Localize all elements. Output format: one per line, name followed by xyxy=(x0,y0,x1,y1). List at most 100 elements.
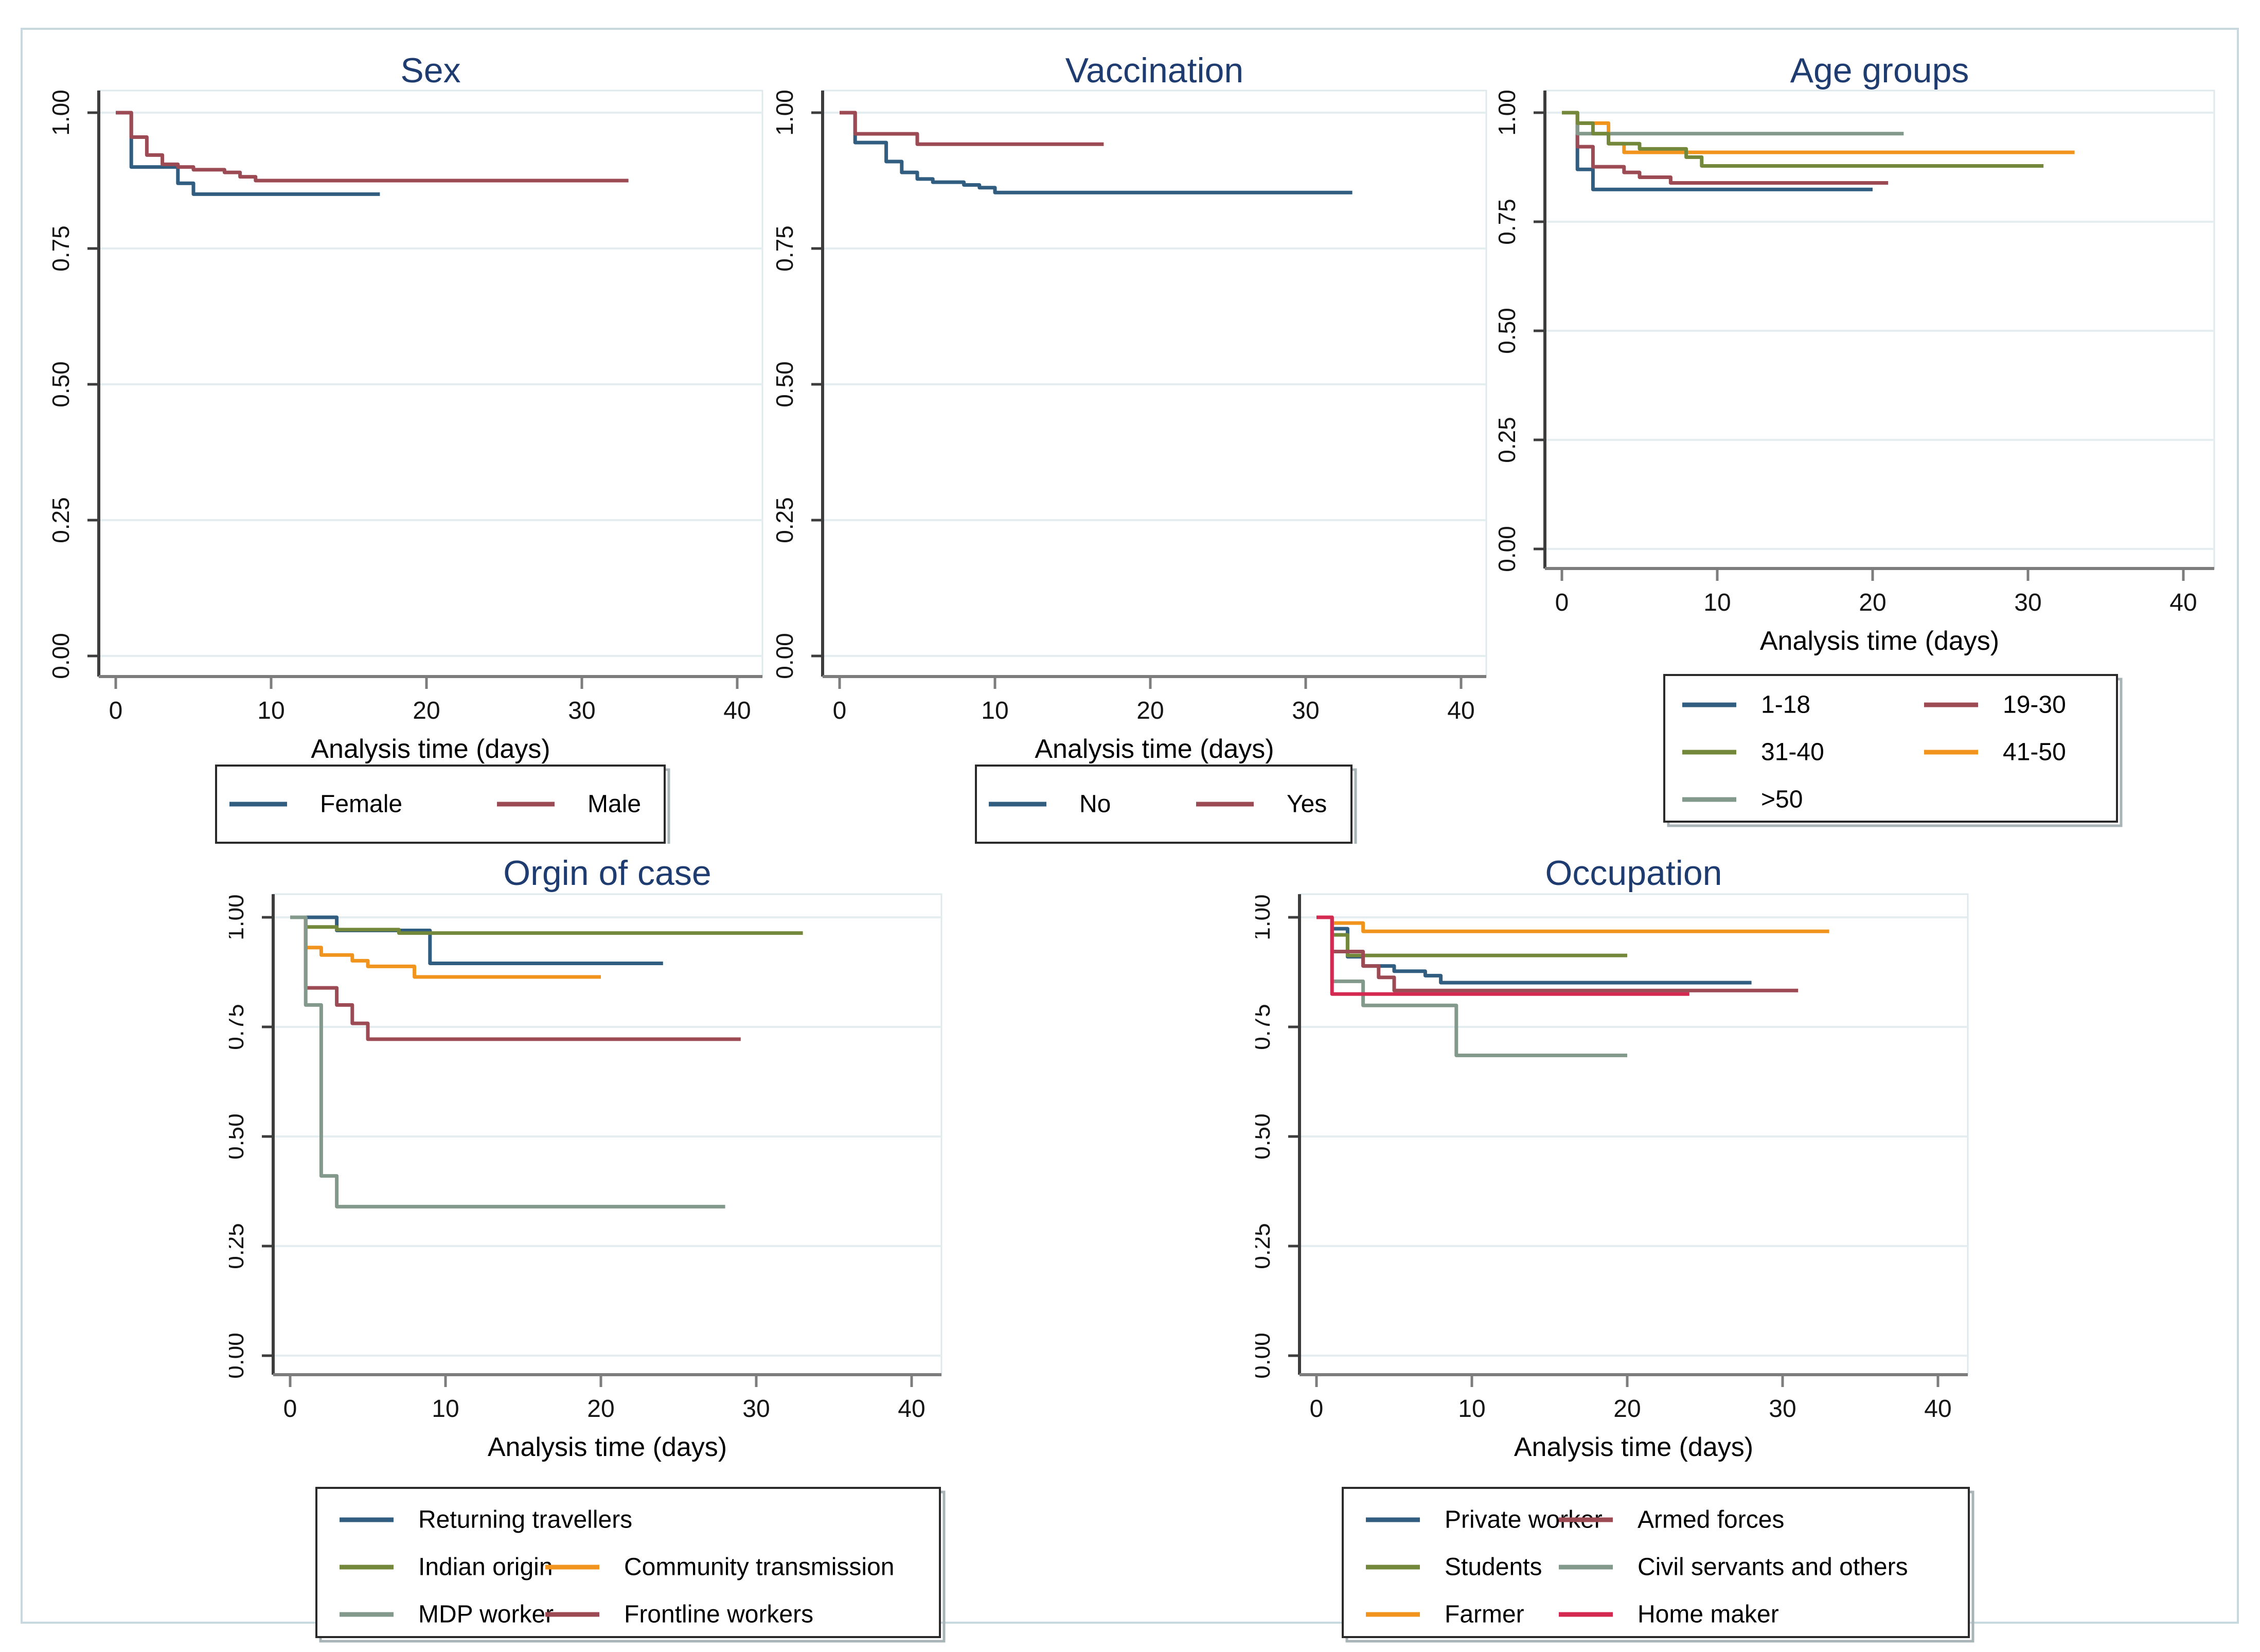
chart-title: Orgin of case xyxy=(503,854,711,893)
panel-occupation: Occupation 0.00 0.25 0.50 0.75 1.00 0 10 20 30 40 A… xyxy=(1255,844,1976,1652)
x-tick-label: 20 xyxy=(413,697,440,724)
plot-region xyxy=(1544,90,2215,570)
legend-box xyxy=(215,765,666,844)
y-tick-label: 1.00 xyxy=(1255,894,1275,940)
x-tick-label: 10 xyxy=(981,697,1008,724)
x-tick-label: 0 xyxy=(283,1395,297,1423)
legend-item-farmer: Farmer xyxy=(1366,1601,1524,1628)
legend-item-armed-forces: Armed forces xyxy=(1559,1506,1784,1534)
x-tick-label: 30 xyxy=(1769,1395,1796,1423)
x-tick-label: 20 xyxy=(1613,1395,1641,1423)
y-tick-label: 0.00 xyxy=(1494,526,1520,572)
legend-item-home-maker: Home maker xyxy=(1559,1601,1779,1628)
panel-vaccination: Vaccination 0.00 0.25 0.50 0.75 1.00 0 10 20 30 40… xyxy=(770,46,1490,844)
panel-age-groups: Age groups 0.00 0.25 0.50 0.75 1.00 0 10 20 30 40 A… xyxy=(1494,46,2245,844)
legend-item-19-30: 19-30 xyxy=(1924,691,2066,719)
x-tick-label: 0 xyxy=(109,697,123,724)
legend-label-indian-origin: Indian origin xyxy=(418,1554,553,1581)
x-tick-label: 30 xyxy=(568,697,595,724)
series-line-yes xyxy=(840,111,1104,146)
y-tick-label: 0.00 xyxy=(771,633,798,679)
x-axis-label: Analysis time (days) xyxy=(1514,1432,1753,1462)
series-line-19-30 xyxy=(1562,111,1889,185)
legend-item-no: No xyxy=(989,791,1111,818)
x-tick-label: 40 xyxy=(898,1395,925,1423)
chart-svg-age: Age groups 0.00 0.25 0.50 0.75 1.00 0 10 20 30 40 A… xyxy=(1494,51,2215,827)
legend-label-armed-forces: Armed forces xyxy=(1638,1506,1784,1534)
legend-label-students: Students xyxy=(1445,1554,1542,1581)
y-tick-label: 0.75 xyxy=(229,1004,248,1050)
x-tick-label: 30 xyxy=(742,1395,770,1423)
x-tick-label: 30 xyxy=(2014,589,2041,616)
legend-item-41-50: 41-50 xyxy=(1924,739,2066,766)
legend-label-41-50: 41-50 xyxy=(2003,739,2066,766)
legend-label-frontline-workers: Frontline workers xyxy=(624,1601,813,1628)
legend-label-returning-travellers: Returning travellers xyxy=(418,1506,632,1534)
legend-label-civil-servants-and-others: Civil servants and others xyxy=(1638,1554,1908,1581)
plot-region xyxy=(272,893,942,1376)
legend-label-yes: Yes xyxy=(1287,791,1327,818)
legend-item-male: Male xyxy=(497,791,641,818)
chart-svg-origin: Orgin of case 0.00 0.25 0.50 0.75 1.00 0 10 20 30… xyxy=(229,854,946,1643)
legend-item-community-transmission: Community transmission xyxy=(545,1554,894,1581)
x-tick-label: 10 xyxy=(1458,1395,1485,1423)
y-tick-label: 0.50 xyxy=(1494,308,1520,354)
x-tick-label: 0 xyxy=(833,697,847,724)
legend-item-female: Female xyxy=(229,791,402,818)
series-line-mdp-worker xyxy=(290,915,725,1209)
panel-sex: Sex 0.00 0.25 0.50 0.75 1.00 0 10 20 30 40 Analysis… xyxy=(46,46,767,844)
x-tick-label: 10 xyxy=(432,1395,459,1423)
y-tick-label: 0.25 xyxy=(1494,417,1520,463)
series-line-no xyxy=(840,111,1353,194)
y-tick-label: 0.50 xyxy=(229,1113,248,1160)
x-tick-label: 10 xyxy=(1703,589,1731,616)
y-tick-label: 0.75 xyxy=(771,225,798,272)
legend-label-no: No xyxy=(1079,791,1111,818)
x-axis-label: Analysis time (days) xyxy=(488,1432,727,1462)
y-tick-label: 0.25 xyxy=(47,497,74,543)
x-tick-label: 20 xyxy=(1859,589,1886,616)
series-line-home-maker xyxy=(1316,915,1689,996)
legend-box xyxy=(1342,1487,1970,1638)
legend-item-returning-travellers: Returning travellers xyxy=(340,1506,632,1534)
legend-label-50: >50 xyxy=(1761,786,1803,813)
chart-title: Occupation xyxy=(1545,854,1722,893)
x-axis-label: Analysis time (days) xyxy=(1035,734,1274,764)
x-tick-label: 0 xyxy=(1555,589,1569,616)
y-tick-label: 0.75 xyxy=(1255,1004,1275,1050)
legend-label-mdp-worker: MDP worker xyxy=(418,1601,554,1628)
y-tick-label: 0.50 xyxy=(1255,1113,1275,1160)
y-tick-label: 0.50 xyxy=(47,361,74,407)
series-line-31-40 xyxy=(1562,111,2044,168)
plot-region xyxy=(1298,893,1969,1376)
legend-item-yes: Yes xyxy=(1196,791,1327,818)
y-tick-label: 0.25 xyxy=(771,497,798,543)
x-axis-label: Analysis time (days) xyxy=(1760,626,1999,656)
panel-origin-of-case: Orgin of case 0.00 0.25 0.50 0.75 1.00 0 10 20 30… xyxy=(229,844,949,1652)
y-tick-label: 0.00 xyxy=(229,1333,248,1379)
y-tick-label: 0.00 xyxy=(1255,1333,1275,1379)
legend-item-students: Students xyxy=(1366,1554,1542,1581)
x-tick-label: 0 xyxy=(1310,1395,1324,1423)
legend-item-civil-servants-and-others: Civil servants and others xyxy=(1559,1554,1908,1581)
chart-svg-occupation: Occupation 0.00 0.25 0.50 0.75 1.00 0 10 20 30 40 A… xyxy=(1255,854,1974,1643)
legend-label-community-transmission: Community transmission xyxy=(624,1554,894,1581)
legend-item-1-18: 1-18 xyxy=(1682,691,1810,719)
legend-item-mdp-worker: MDP worker xyxy=(340,1601,554,1628)
x-tick-label: 20 xyxy=(1136,697,1164,724)
x-tick-label: 40 xyxy=(1924,1395,1951,1423)
legend-label-19-30: 19-30 xyxy=(2003,691,2066,719)
legend-label-1-18: 1-18 xyxy=(1761,691,1810,719)
legend-label-female: Female xyxy=(320,791,402,818)
x-tick-label: 40 xyxy=(2169,589,2197,616)
legend-item-indian-origin: Indian origin xyxy=(340,1554,553,1581)
x-tick-label: 10 xyxy=(257,697,284,724)
x-tick-label: 40 xyxy=(723,697,751,724)
chart-title: Vaccination xyxy=(1065,51,1244,90)
y-tick-label: 1.00 xyxy=(229,894,248,940)
x-axis-label: Analysis time (days) xyxy=(311,734,550,764)
x-tick-label: 40 xyxy=(1447,697,1474,724)
chart-title: Age groups xyxy=(1790,51,1969,90)
y-tick-label: 1.00 xyxy=(1494,90,1520,136)
x-tick-label: 30 xyxy=(1292,697,1319,724)
